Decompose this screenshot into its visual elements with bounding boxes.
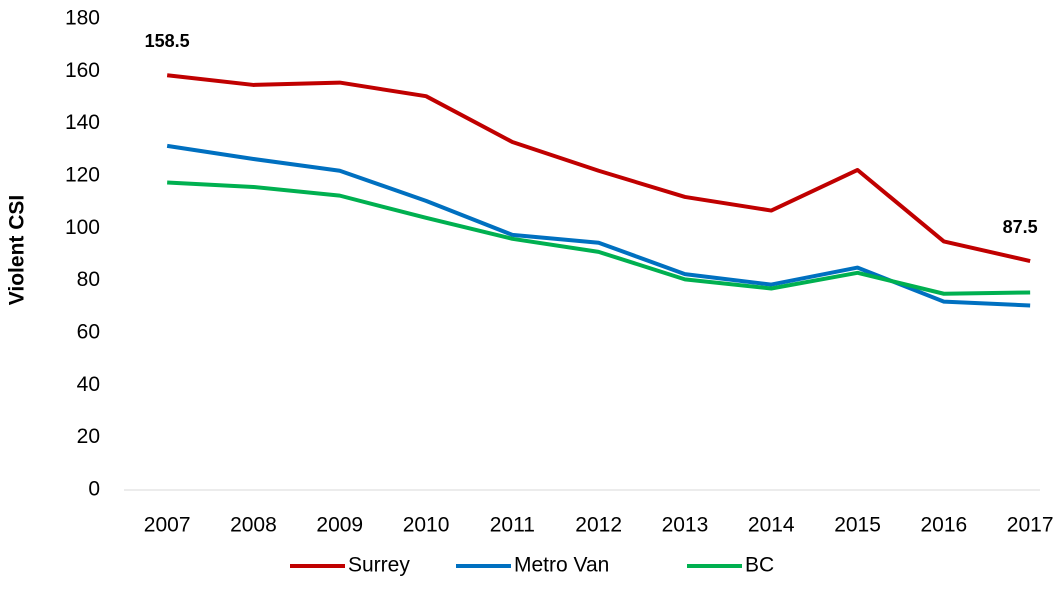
y-tick-label: 20 <box>77 425 100 448</box>
x-tick-label: 2012 <box>575 514 622 537</box>
x-tick-label: 2014 <box>748 514 795 537</box>
x-tick-label: 2013 <box>662 514 709 537</box>
y-tick-label: 160 <box>65 59 100 82</box>
y-tick-label: 180 <box>65 7 100 30</box>
x-tick-label: 2011 <box>490 514 535 537</box>
y-tick-label: 140 <box>65 111 100 134</box>
x-tick-label: 2016 <box>920 514 967 537</box>
y-tick-label: 40 <box>77 373 100 396</box>
line-series <box>166 73 1031 263</box>
data-label: 87.5 <box>1003 217 1038 237</box>
legend-label: BC <box>745 554 774 577</box>
x-tick-label: 2007 <box>144 514 191 537</box>
line-series <box>167 180 1031 296</box>
data-label: 158.5 <box>145 31 190 51</box>
y-tick-label: 100 <box>65 216 100 239</box>
y-tick-label: 120 <box>65 164 100 187</box>
x-tick-label: 2015 <box>834 514 881 537</box>
x-tick-label: 2010 <box>403 514 450 537</box>
legend-label: Metro Van <box>514 554 609 577</box>
y-tick-label: 60 <box>77 321 100 344</box>
y-axis-title: Violent CSI <box>6 195 29 305</box>
y-tick-label: 0 <box>88 478 100 501</box>
x-tick-label: 2017 <box>1007 514 1054 537</box>
x-tick-label: 2009 <box>316 514 363 537</box>
legend-label: Surrey <box>348 554 410 577</box>
x-tick-label: 2008 <box>230 514 277 537</box>
y-tick-label: 80 <box>77 268 100 291</box>
